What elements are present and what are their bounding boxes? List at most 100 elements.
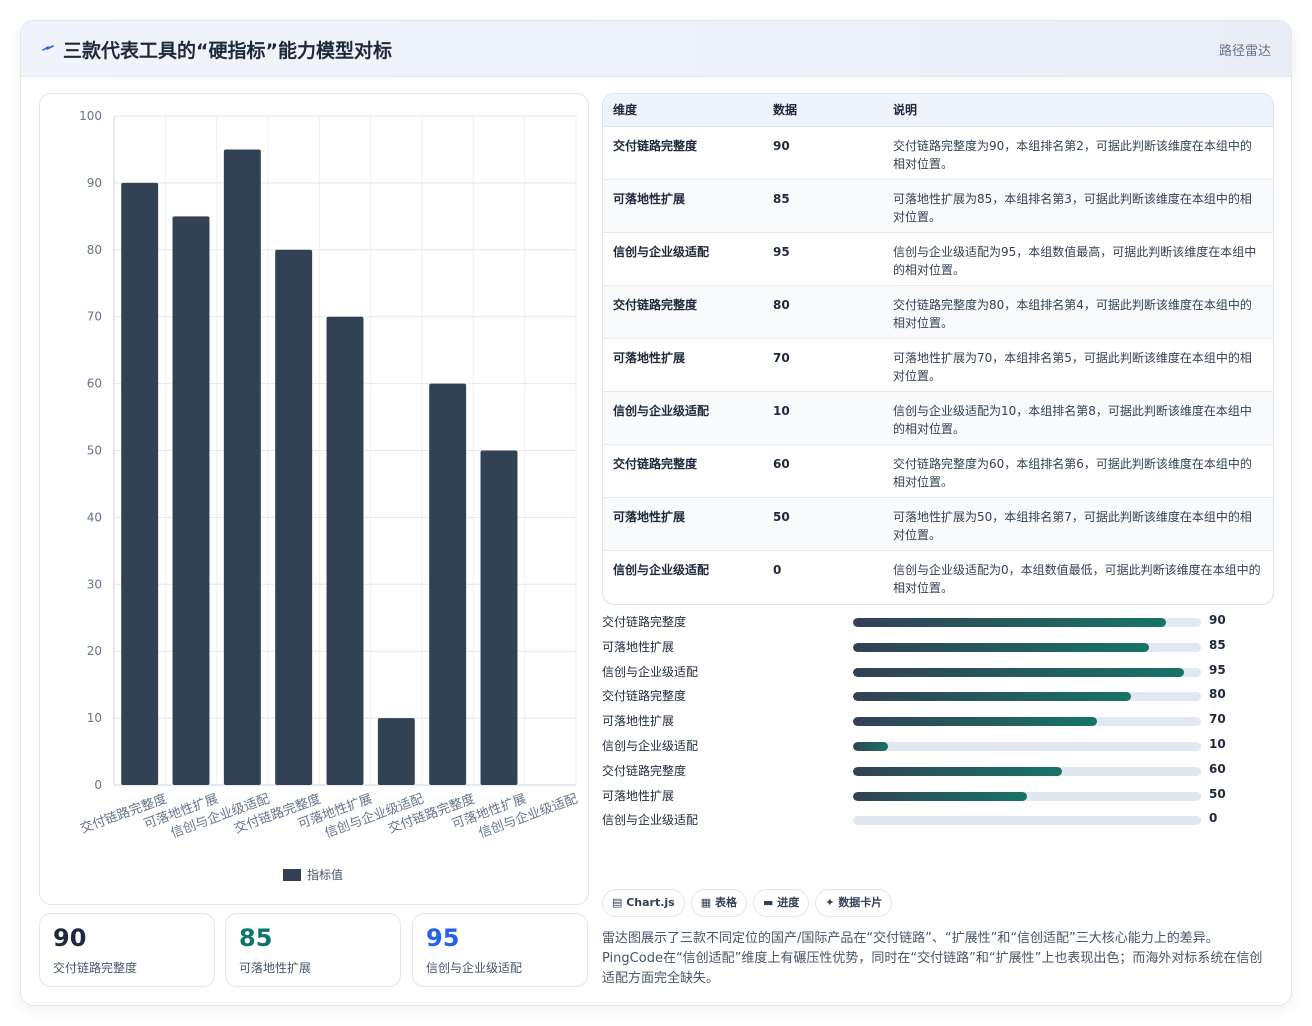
progress-row: 信创与企业级适配 10 xyxy=(602,737,1272,762)
y-tick-label: 10 xyxy=(87,711,102,725)
progress-row: 信创与企业级适配 0 xyxy=(602,811,1272,836)
bar xyxy=(275,249,313,786)
cell-dimension: 可落地性扩展 xyxy=(613,191,686,206)
cell-dimension: 信创与企业级适配 xyxy=(613,244,710,259)
cell-dimension: 交付链路完整度 xyxy=(613,297,698,312)
progress-label: 信创与企业级适配 xyxy=(602,738,699,753)
column-header: 维度 xyxy=(603,94,763,127)
progress-value: 85 xyxy=(1209,637,1226,652)
header: 三款代表工具的“硬指标”能力模型对标 路径雷达 xyxy=(21,21,1291,77)
bar xyxy=(121,182,159,785)
progress-value: 0 xyxy=(1209,811,1218,826)
progress-row: 交付链路完整度 80 xyxy=(602,687,1272,712)
bar xyxy=(172,216,210,786)
cell-desc: 信创与企业级适配为10，本组排名第8，可据此判断该维度在本组中的相对位置。 xyxy=(893,403,1252,436)
progress-label: 可落地性扩展 xyxy=(602,714,675,729)
column-header: 数据 xyxy=(763,94,883,127)
table-row: 可落地性扩展 70 可落地性扩展为70，本组排名第5，可据此判断该维度在本组中的… xyxy=(603,338,1273,391)
progress-value: 50 xyxy=(1209,786,1226,801)
table-row: 信创与企业级适配 0 信创与企业级适配为0，本组数值最低，可据此判断该维度在本组… xyxy=(603,550,1273,603)
cell-desc: 可落地性扩展为70，本组排名第5，可据此判断该维度在本组中的相对位置。 xyxy=(893,350,1252,383)
progress-label: 信创与企业级适配 xyxy=(602,664,699,679)
cell-dimension: 交付链路完整度 xyxy=(613,456,698,471)
table-row: 可落地性扩展 50 可落地性扩展为50，本组排名第7，可据此判断该维度在本组中的… xyxy=(603,497,1273,550)
progress-label: 交付链路完整度 xyxy=(602,689,687,704)
cell-value: 95 xyxy=(773,244,790,259)
cell-dimension: 信创与企业级适配 xyxy=(613,562,710,577)
table-row: 信创与企业级适配 10 信创与企业级适配为10，本组排名第8，可据此判断该维度在… xyxy=(603,391,1273,444)
table-row: 可落地性扩展 85 可落地性扩展为85，本组排名第3，可据此判断该维度在本组中的… xyxy=(603,179,1273,232)
progress-value: 70 xyxy=(1209,712,1226,727)
page-title: 三款代表工具的“硬指标”能力模型对标 xyxy=(63,40,392,62)
stat-card-2: 85 可落地性扩展 xyxy=(225,913,401,987)
cell-desc: 信创与企业级适配为95，本组数值最高，可据此判断该维度在本组中的相对位置。 xyxy=(893,244,1257,277)
progress-track xyxy=(853,642,1201,652)
chip-chartjs[interactable]: ▤ Chart.js xyxy=(602,889,685,917)
progress-fill xyxy=(853,692,1132,702)
progress-value: 80 xyxy=(1209,687,1226,702)
cell-value: 90 xyxy=(773,138,790,153)
progress-label: 可落地性扩展 xyxy=(602,639,675,654)
progress-row: 交付链路完整度 90 xyxy=(602,613,1272,638)
y-tick-label: 90 xyxy=(87,176,102,190)
chip-data-cards[interactable]: ✦ 数据卡片 xyxy=(815,889,893,917)
cell-value: 10 xyxy=(773,403,790,418)
y-tick-label: 20 xyxy=(87,644,102,658)
cell-value: 50 xyxy=(773,509,790,524)
lightning-icon xyxy=(42,45,54,51)
chip-progress[interactable]: ▬ 进度 xyxy=(752,889,810,917)
y-tick-label: 0 xyxy=(94,778,102,792)
bar xyxy=(429,383,467,785)
progress-list: 交付链路完整度 90 可落地性扩展 85 信创与企业级适配 95 交付链路完整度 80 … xyxy=(602,613,1272,836)
progress-row: 可落地性扩展 85 xyxy=(602,638,1272,663)
y-tick-label: 80 xyxy=(87,243,102,257)
cell-dimension: 可落地性扩展 xyxy=(613,509,686,524)
bar xyxy=(377,718,415,785)
progress-fill xyxy=(853,741,888,751)
cell-desc: 交付链路完整度为90，本组排名第2，可据此判断该维度在本组中的相对位置。 xyxy=(893,138,1252,171)
cell-desc: 交付链路完整度为60，本组排名第6，可据此判断该维度在本组中的相对位置。 xyxy=(893,456,1252,489)
progress-fill xyxy=(853,642,1149,652)
stat-card-3: 95 信创与企业级适配 xyxy=(412,913,588,987)
progress-label: 信创与企业级适配 xyxy=(602,813,699,828)
progress-value: 90 xyxy=(1209,613,1226,627)
progress-track xyxy=(853,618,1201,627)
progress-label: 可落地性扩展 xyxy=(602,788,675,803)
cell-value: 85 xyxy=(773,191,790,206)
cell-desc: 可落地性扩展为85，本组排名第3，可据此判断该维度在本组中的相对位置。 xyxy=(893,191,1252,224)
bar-chart-panel: 0 10 20 30 40 50 60 70 80 90 100 交付链路完整度 可落地性扩展 信创与企业… xyxy=(39,93,589,905)
cell-value: 80 xyxy=(773,297,790,312)
progress-fill xyxy=(853,667,1184,677)
progress-row: 信创与企业级适配 95 xyxy=(602,663,1272,688)
table-header-row: 维度 数据 说明 xyxy=(603,94,1273,127)
progress-track xyxy=(853,692,1201,702)
progress-fill xyxy=(853,717,1097,727)
chip-table[interactable]: ▦ 表格 xyxy=(690,889,747,917)
progress-value: 10 xyxy=(1209,736,1226,751)
progress-fill xyxy=(853,791,1027,801)
stat-value: 90 xyxy=(53,924,87,952)
stat-label: 信创与企业级适配 xyxy=(426,961,523,975)
y-tick-label: 60 xyxy=(87,377,102,391)
table-row: 交付链路完整度 80 交付链路完整度为80，本组排名第4，可据此判断该维度在本组… xyxy=(603,285,1273,338)
stat-label: 可落地性扩展 xyxy=(239,961,312,975)
progress-track xyxy=(853,816,1201,826)
table-row: 交付链路完整度 60 交付链路完整度为60，本组排名第6，可据此判断该维度在本组… xyxy=(603,444,1273,497)
cell-desc: 交付链路完整度为80，本组排名第4，可据此判断该维度在本组中的相对位置。 xyxy=(893,297,1252,330)
y-tick-label: 40 xyxy=(87,510,102,524)
legend-label: 指标值 xyxy=(307,867,343,882)
bar xyxy=(480,450,518,785)
y-tick-label: 70 xyxy=(87,310,102,324)
progress-track xyxy=(853,741,1201,751)
progress-row: 交付链路完整度 60 xyxy=(602,762,1272,787)
stat-value: 85 xyxy=(239,924,273,952)
bar xyxy=(326,316,364,785)
legend-swatch xyxy=(283,869,301,881)
cell-dimension: 可落地性扩展 xyxy=(613,350,686,365)
data-table: 维度 数据 说明 交付链路完整度 90 交付链路完整度为90，本组排名第2，可据… xyxy=(602,93,1274,605)
report-card: 三款代表工具的“硬指标”能力模型对标 路径雷达 0 10 20 30 40 50 60 70 8… xyxy=(20,20,1292,1006)
progress-row: 可落地性扩展 50 xyxy=(602,787,1272,812)
progress-track xyxy=(853,717,1201,727)
progress-track xyxy=(853,766,1201,776)
summary-note: 雷达图展示了三款不同定位的国产/国际产品在“交付链路”、“扩展性”和“信创适配”… xyxy=(602,931,1263,986)
